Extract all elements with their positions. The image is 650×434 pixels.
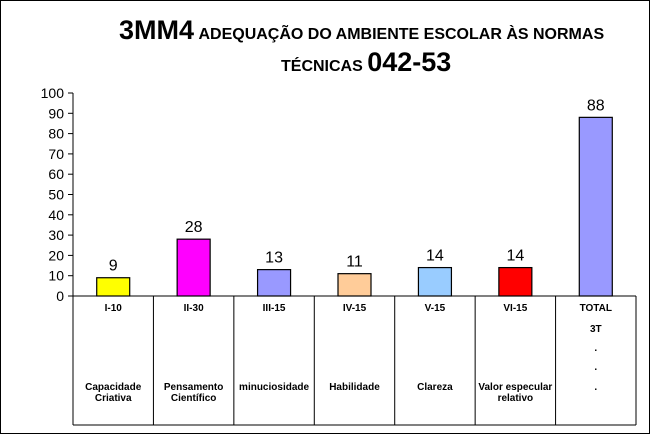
x-tick-label: IV-15 xyxy=(342,303,367,314)
data-label: 28 xyxy=(185,219,203,236)
data-label: 9 xyxy=(109,258,118,275)
y-tick-label: 10 xyxy=(48,268,64,284)
chart-title-text: ADEQUAÇÃO DO AMBIENTE ESCOLAR ÀS NORMAS xyxy=(198,26,605,43)
bar-i-10 xyxy=(96,277,131,297)
x-tick-label: II-30 xyxy=(183,303,204,314)
data-label: 88 xyxy=(587,97,605,114)
y-tick-label: 70 xyxy=(48,146,64,162)
chart-title-text-2: TÉCNICAS xyxy=(281,58,363,75)
data-label: 13 xyxy=(265,250,283,267)
y-tick-label: 100 xyxy=(41,85,65,101)
bar-total xyxy=(578,116,613,297)
x-tick-label: TOTAL xyxy=(579,303,612,314)
y-tick-label: 20 xyxy=(48,247,64,263)
bar-iii-15 xyxy=(256,269,292,297)
total-sublabel: . xyxy=(594,343,598,354)
x-tick-label: V-15 xyxy=(424,303,446,314)
x-tick-label: I-10 xyxy=(104,303,122,314)
bar-v-15 xyxy=(417,266,453,297)
data-label: 14 xyxy=(506,248,524,265)
category-description: Pensamento Científico xyxy=(163,382,224,404)
category-description: Habilidade xyxy=(329,382,380,393)
y-tick-label: 0 xyxy=(56,288,64,304)
chart-title-line-1: 3MM4 ADEQUAÇÃO DO AMBIENTE ESCOLAR ÀS NO… xyxy=(119,15,639,46)
data-label: 14 xyxy=(426,248,444,265)
y-tick-label: 40 xyxy=(48,207,64,223)
category-description: Clareza xyxy=(417,382,453,393)
bar-vi-15 xyxy=(498,266,533,297)
total-sublabel: 3T xyxy=(589,324,602,335)
chart-title-line-2: TÉCNICAS 042-53 xyxy=(281,47,451,78)
x-tick-label: III-15 xyxy=(262,303,286,314)
x-tick-label: VI-15 xyxy=(503,303,528,314)
data-label: 11 xyxy=(346,254,363,271)
bar-iv-15 xyxy=(337,273,372,297)
category-description: minuciosidade xyxy=(239,382,310,393)
y-tick-label: 90 xyxy=(48,105,64,121)
category-description: Valor especular relativo xyxy=(478,382,553,404)
y-tick-label: 80 xyxy=(48,126,64,142)
category-description: Capacidade Criativa xyxy=(85,382,142,404)
category-description: . xyxy=(594,382,598,393)
y-tick-label: 30 xyxy=(48,227,64,243)
bar-ii-30 xyxy=(176,238,211,297)
y-tick-label: 50 xyxy=(48,187,64,203)
total-sublabel: . xyxy=(594,362,598,373)
y-tick-label: 60 xyxy=(48,166,64,182)
chart-title-code: 3MM4 xyxy=(119,15,195,45)
chart-title-code-2: 042-53 xyxy=(367,47,452,77)
